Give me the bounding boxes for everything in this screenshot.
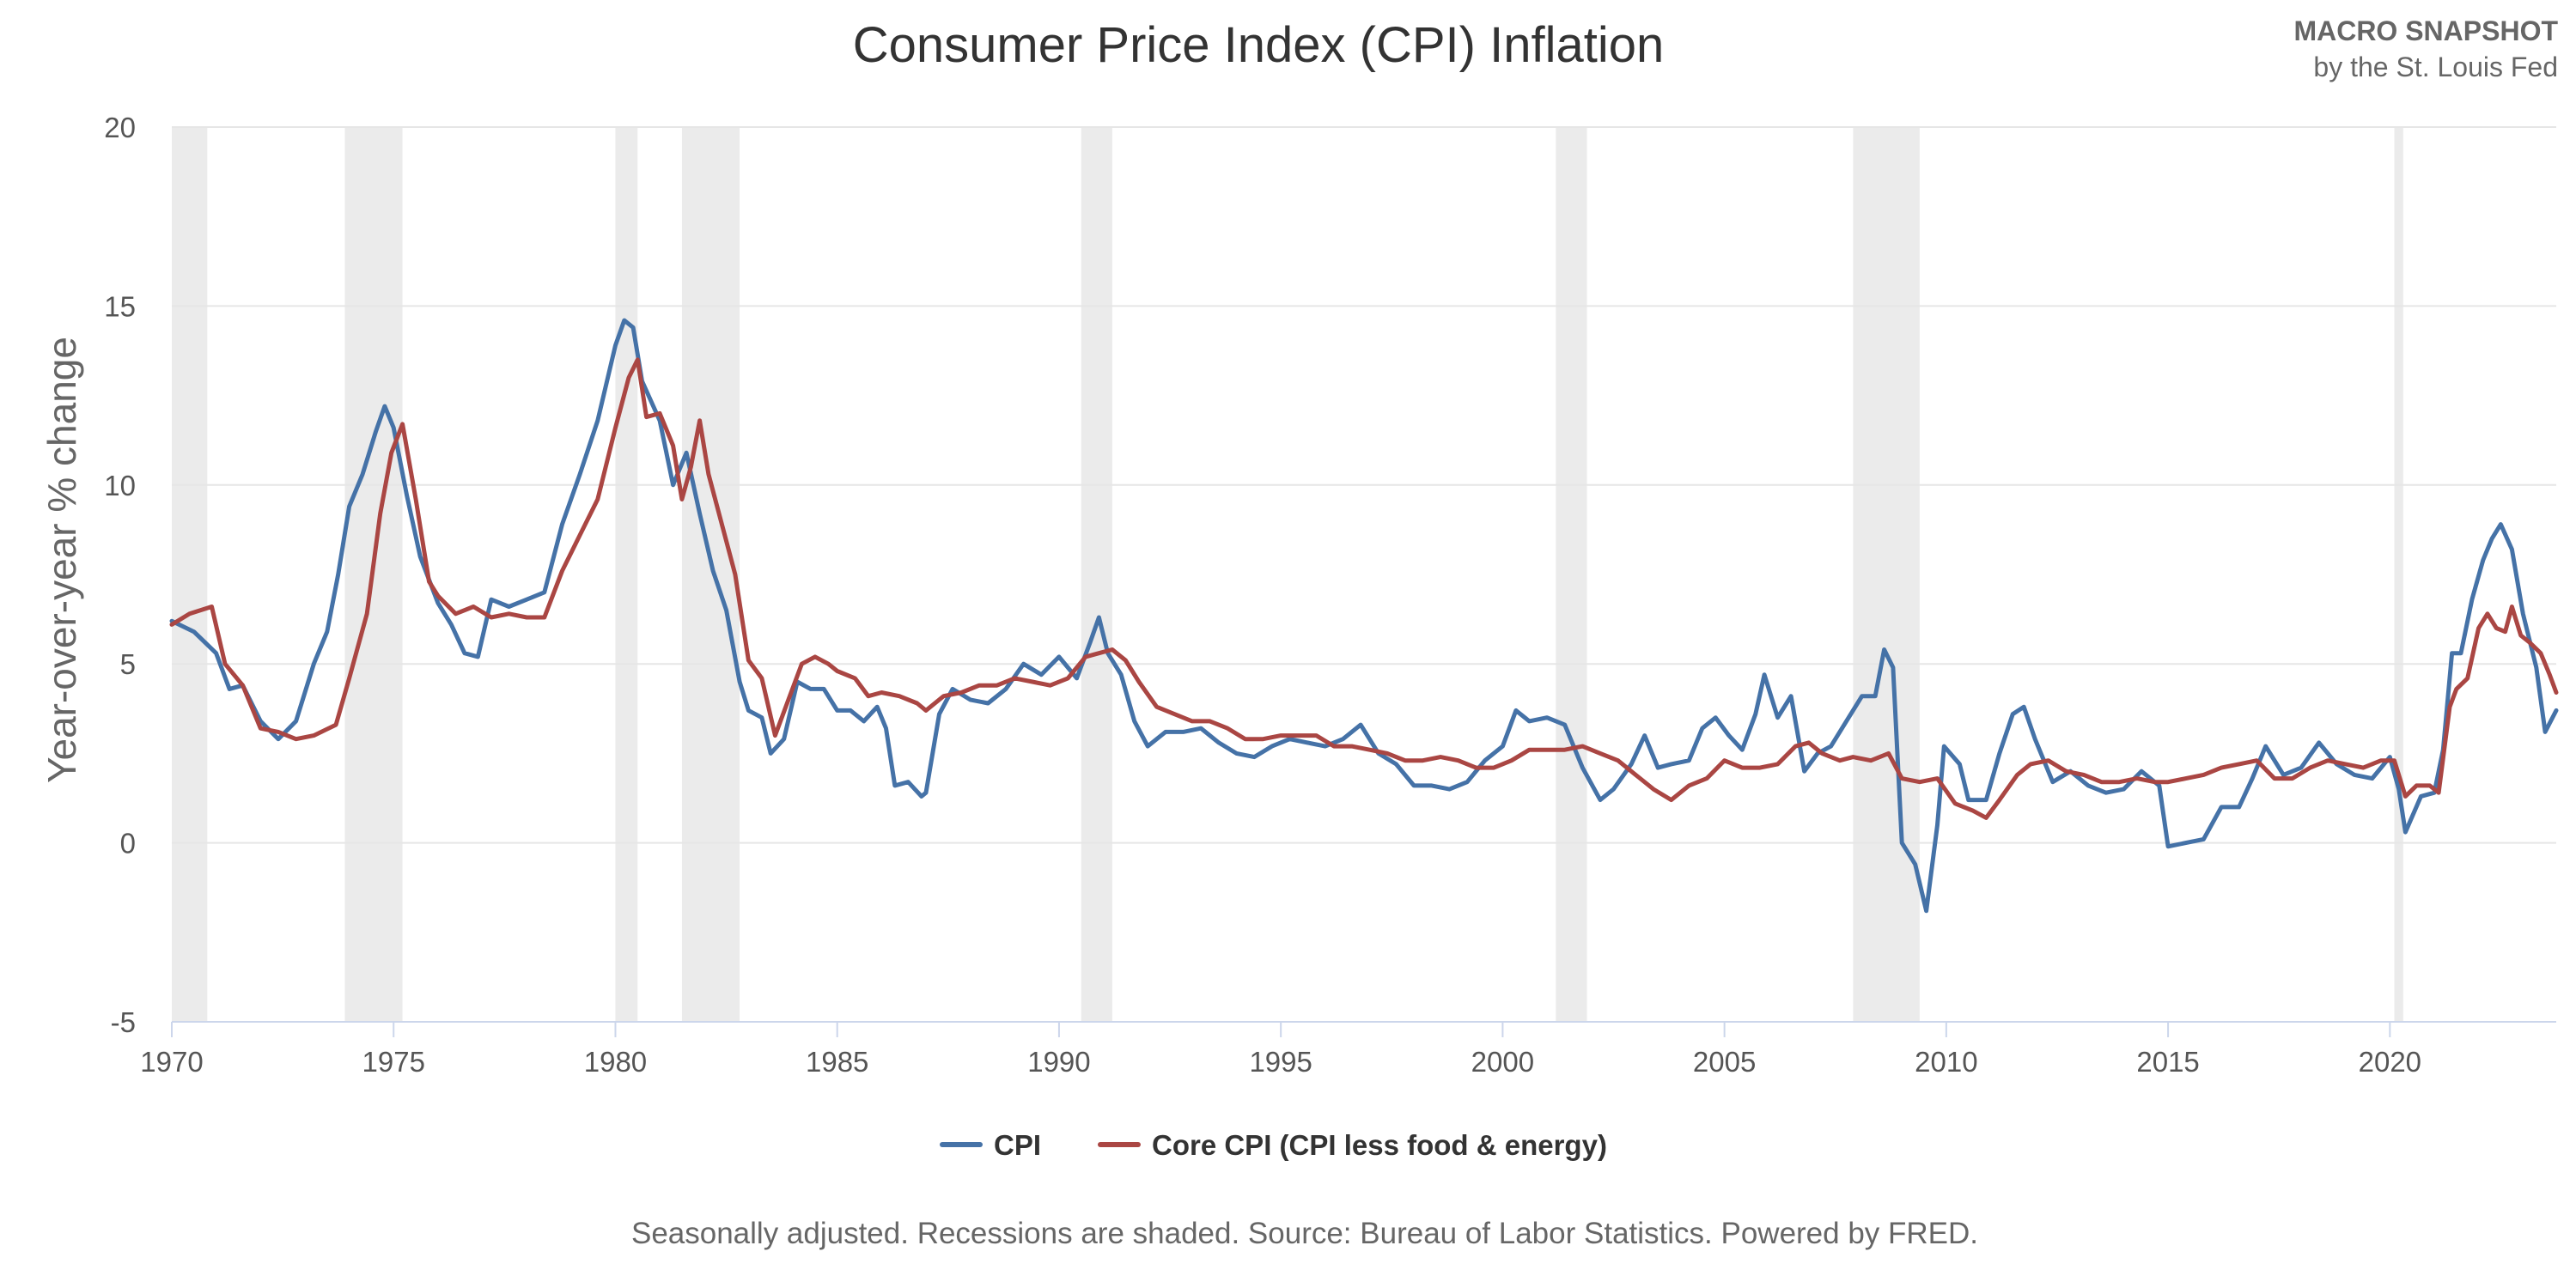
y-tick-label: 0 [120, 828, 136, 860]
recession-band-3 [681, 127, 740, 1022]
x-tick-label: 2010 [1915, 1046, 1977, 1078]
brand-title[interactable]: MACRO SNAPSHOT [2293, 15, 2558, 46]
footnote: Seasonally adjusted. Recessions are shad… [631, 1217, 1978, 1250]
legend-item-cpi[interactable]: CPI [940, 1129, 1041, 1161]
recession-band-4 [1081, 127, 1112, 1022]
recession-band-7 [2394, 127, 2403, 1022]
x-tick-label: 2000 [1471, 1046, 1534, 1078]
recession-band-5 [1556, 127, 1587, 1022]
x-tick-label: 1995 [1249, 1046, 1312, 1078]
y-axis-ticks: 20 15 10 5 0 -5 [104, 112, 136, 1038]
y-axis-label: Year-over-year % change [40, 337, 84, 783]
y-tick-label: 5 [120, 648, 136, 680]
x-tick-label: 1975 [362, 1046, 425, 1078]
x-tick-label: 2005 [1693, 1046, 1756, 1078]
y-tick-label: 20 [104, 112, 136, 143]
recession-band-2 [615, 127, 638, 1022]
brand-subtitle[interactable]: by the St. Louis Fed [2313, 52, 2558, 82]
series-lines [169, 318, 2559, 914]
x-tick-label: 2020 [2359, 1046, 2421, 1078]
x-tick-label: 2015 [2136, 1046, 2199, 1078]
legend-label-cpi: CPI [994, 1129, 1041, 1161]
chart-title: Consumer Price Index (CPI) Inflation [853, 17, 1664, 73]
core-cpi-line [169, 357, 2559, 820]
gridlines [172, 126, 2556, 1023]
recession-shading [172, 127, 2403, 1022]
recession-band-6 [1853, 127, 1920, 1022]
y-tick-label: -5 [111, 1006, 136, 1038]
x-tick-label: 1980 [584, 1046, 647, 1078]
x-tick-label: 1985 [806, 1046, 868, 1078]
cpi-line [169, 318, 2559, 914]
x-tick-label: 1990 [1027, 1046, 1090, 1078]
y-tick-label: 10 [104, 470, 136, 501]
legend-item-core-cpi[interactable]: Core CPI (CPI less food & energy) [1098, 1129, 1607, 1161]
legend-label-core-cpi: Core CPI (CPI less food & energy) [1152, 1129, 1607, 1161]
x-tick-label: 1970 [140, 1046, 203, 1078]
recession-band-0 [172, 127, 208, 1022]
x-axis-ticks: 1970 1975 1980 1985 1990 1995 2000 2005 2010 2015… [140, 1022, 2421, 1078]
y-tick-label: 15 [104, 290, 136, 322]
legend: CPI Core CPI (CPI less food & energy) [940, 1129, 1607, 1161]
